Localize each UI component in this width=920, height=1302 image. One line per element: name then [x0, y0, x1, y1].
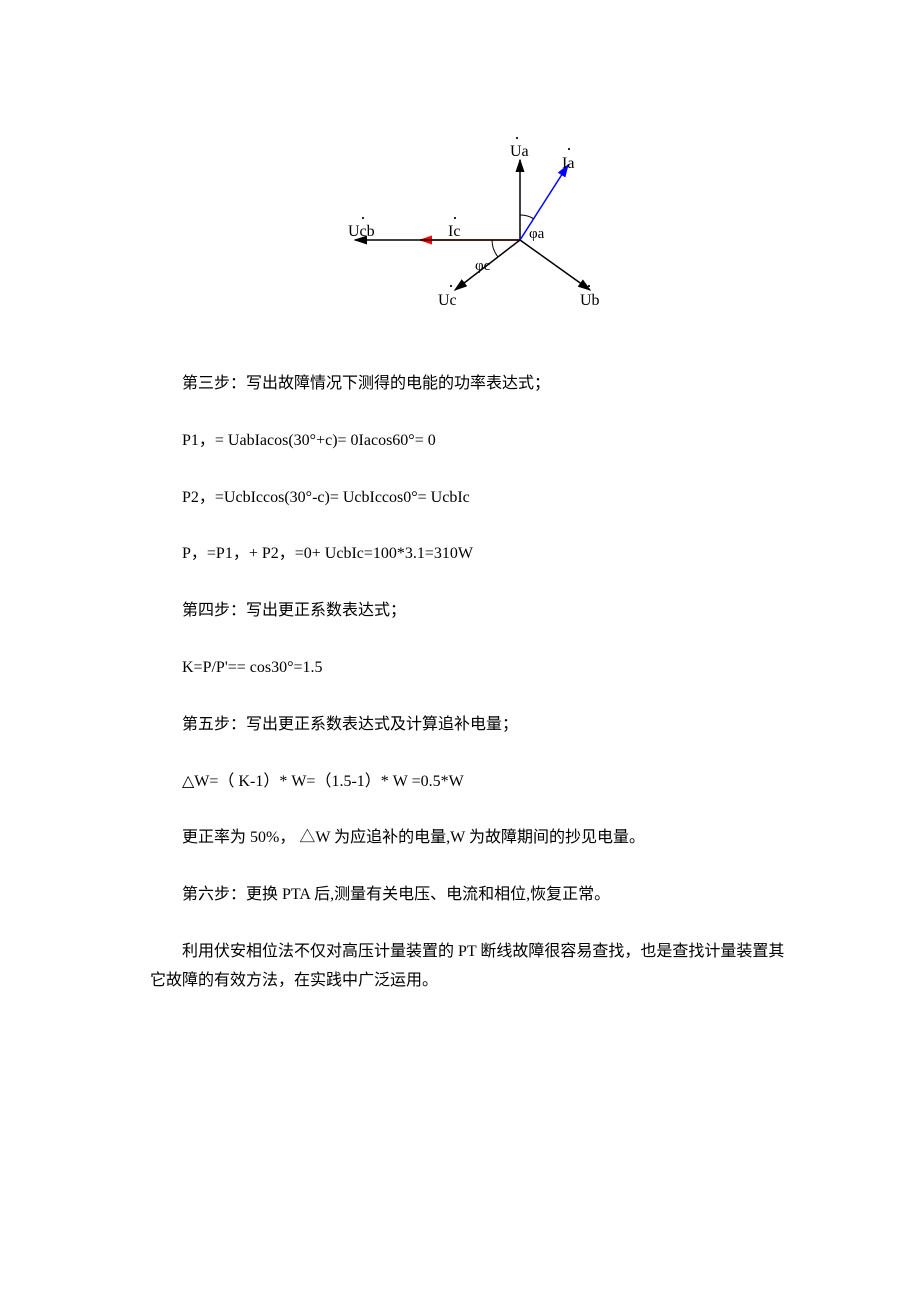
step5-title: 第五步：写出更正系数表达式及计算追补电量； — [150, 711, 790, 740]
label-phi-c: φc — [475, 258, 491, 274]
label-uc: Uc — [438, 292, 457, 309]
label-ua: Ua — [510, 143, 529, 160]
step6-text: 第六步：更换 PTA 后,测量有关电压、电流和相位,恢复正常。 — [150, 881, 790, 910]
p1-formula: P1，= UabIacos(30°+c)= 0Iacos60°= 0 — [150, 427, 790, 456]
step4-title: 第四步：写出更正系数表达式； — [150, 597, 790, 626]
k-formula: K=P/P'== cos30°=1.5 — [150, 654, 790, 683]
delta-w-formula: △W=（ K-1）* W=（1.5-1）* W =0.5*W — [150, 768, 790, 797]
step3-title: 第三步：写出故障情况下测得的电能的功率表达式； — [150, 370, 790, 399]
label-ucb: Ucb — [348, 223, 375, 240]
conclusion-text: 利用伏安相位法不仅对高压计量装置的 PT 断线故障很容易查找，也是查找计量装置其… — [150, 938, 790, 996]
label-ic: Ic — [448, 223, 460, 240]
correction-text: 更正率为 50%， △W 为应追补的电量,W 为故障期间的抄见电量。 — [150, 824, 790, 853]
phasor-diagram: · Ua · Ia φa · Ub · Uc · Ic · Ucb φc — [270, 130, 670, 330]
label-phi-a: φa — [529, 226, 545, 242]
p2-formula: P2，=UcbIccos(30°-c)= UcbIccos0°= UcbIc — [150, 484, 790, 513]
label-ia: Ia — [562, 155, 574, 172]
label-ub: Ub — [580, 292, 600, 309]
p-sum-formula: P，=P1，+ P2，=0+ UcbIc=100*3.1=310W — [150, 540, 790, 569]
